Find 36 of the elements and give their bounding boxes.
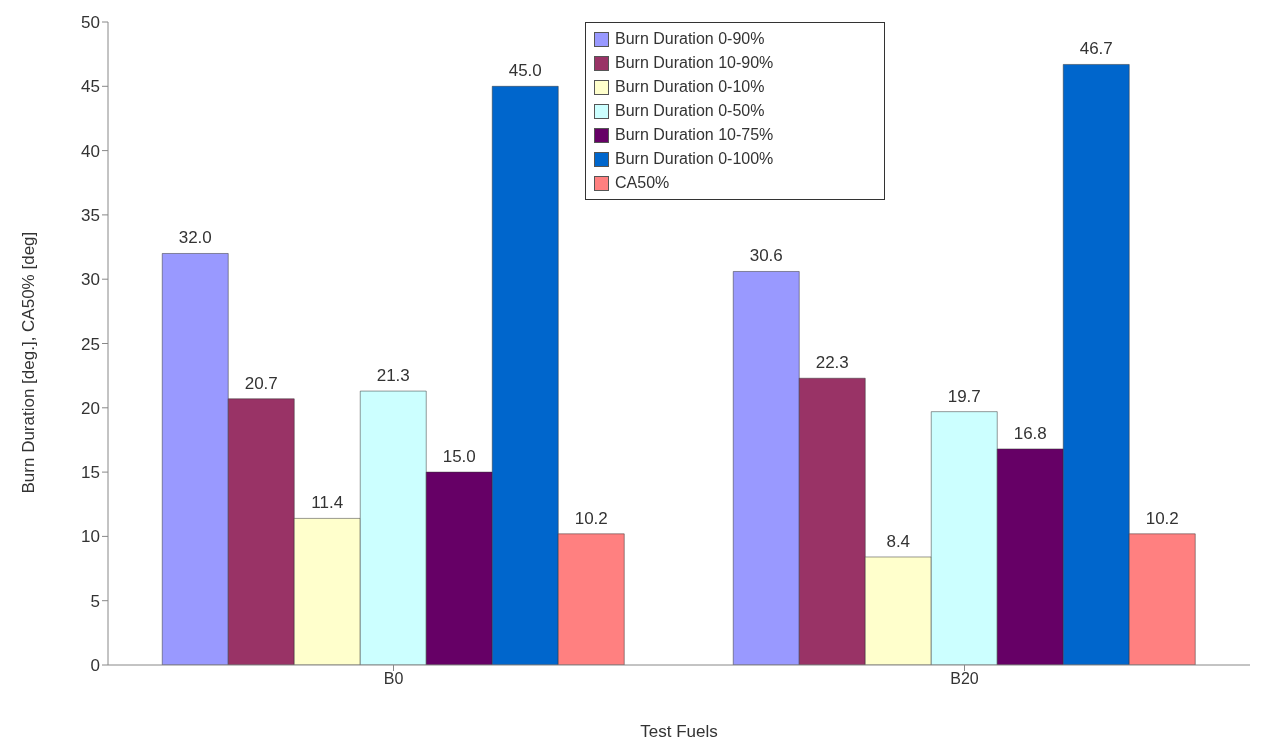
legend-label: Burn Duration 10-75%: [615, 126, 774, 144]
y-tick-label: 0: [90, 656, 100, 676]
data-label: 11.4: [311, 493, 344, 513]
data-label: 21.3: [376, 366, 410, 386]
legend-label: Burn Duration 0-10%: [615, 78, 765, 96]
legend-label: Burn Duration 0-100%: [615, 150, 774, 168]
y-tick-label: 25: [81, 334, 100, 354]
x-tick-label: B0: [383, 670, 404, 688]
y-tick-label: 10: [81, 527, 100, 547]
data-label: 10.2: [574, 508, 608, 528]
data-label: 22.3: [815, 353, 849, 373]
data-label: 15.0: [442, 447, 476, 467]
y-axis-title: Burn Duration [deg.], CA50% [deg]: [19, 231, 39, 494]
y-tick-label: 40: [81, 141, 100, 161]
x-tick-label: B20: [950, 670, 979, 688]
legend-label: Burn Duration 10-90%: [615, 54, 774, 72]
y-tick-label: 30: [81, 270, 100, 290]
data-label: 19.7: [947, 386, 981, 406]
x-axis-title: Test Fuels: [640, 722, 718, 741]
data-label: 8.4: [886, 531, 911, 551]
y-tick-label: 5: [90, 591, 100, 611]
data-label: 10.2: [1145, 508, 1179, 528]
legend-label: CA50%: [615, 174, 670, 192]
y-tick-label: 15: [81, 463, 100, 483]
data-label: 30.6: [749, 246, 783, 266]
y-tick-label: 20: [81, 398, 100, 418]
data-label: 16.8: [1013, 423, 1047, 443]
y-tick-label: 50: [81, 13, 100, 33]
data-label: 45.0: [508, 61, 542, 81]
y-tick-label: 45: [81, 77, 100, 97]
legend-label: Burn Duration 0-90%: [615, 30, 765, 48]
data-label: 32.0: [178, 228, 212, 248]
data-label: 20.7: [244, 373, 278, 393]
y-tick-label: 35: [81, 205, 100, 225]
data-label: 46.7: [1079, 39, 1113, 59]
legend-label: Burn Duration 0-50%: [615, 102, 765, 120]
